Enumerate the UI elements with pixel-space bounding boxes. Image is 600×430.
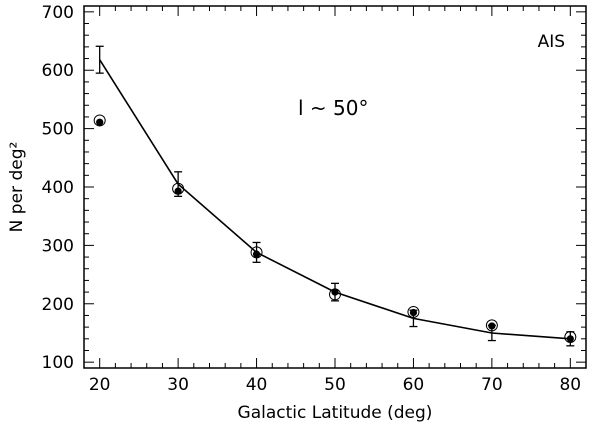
x-tick-label: 40 bbox=[246, 375, 268, 395]
survey-annotation: AIS bbox=[538, 32, 565, 52]
open-circle-point bbox=[407, 305, 420, 318]
y-tick-label: 100 bbox=[42, 353, 74, 373]
filled-dot-point bbox=[409, 308, 418, 317]
x-tick-label: 50 bbox=[324, 375, 346, 395]
filled-dot-point bbox=[174, 187, 182, 195]
filled-dot-point bbox=[331, 288, 339, 296]
open-circle-point bbox=[250, 246, 263, 259]
filled-dot-point bbox=[566, 335, 574, 343]
y-tick-label: 700 bbox=[42, 3, 74, 23]
x-tick-label: 20 bbox=[89, 375, 111, 395]
x-tick-label: 70 bbox=[481, 375, 503, 395]
x-axis-label: Galactic Latitude (deg) bbox=[238, 403, 433, 423]
y-tick-label: 300 bbox=[42, 236, 74, 256]
x-tick-label: 80 bbox=[559, 375, 581, 395]
filled-dot-point bbox=[252, 250, 261, 258]
y-tick-label: 500 bbox=[42, 120, 74, 140]
y-tick-label: 200 bbox=[42, 295, 74, 315]
filled-dot-point bbox=[488, 322, 496, 330]
y-tick-label: 400 bbox=[42, 178, 74, 198]
y-tick-label: 600 bbox=[42, 61, 74, 81]
y-axis-label: N per deg² bbox=[7, 142, 27, 233]
open-circle-point bbox=[485, 319, 498, 332]
longitude-annotation: l ~ 50° bbox=[298, 96, 368, 120]
x-tick-label: 60 bbox=[403, 375, 425, 395]
plot-frame bbox=[83, 5, 587, 369]
filled-dot-point bbox=[96, 118, 104, 126]
x-tick-label: 30 bbox=[167, 375, 189, 395]
open-circle-point bbox=[564, 331, 577, 344]
open-circle-point bbox=[93, 114, 106, 127]
